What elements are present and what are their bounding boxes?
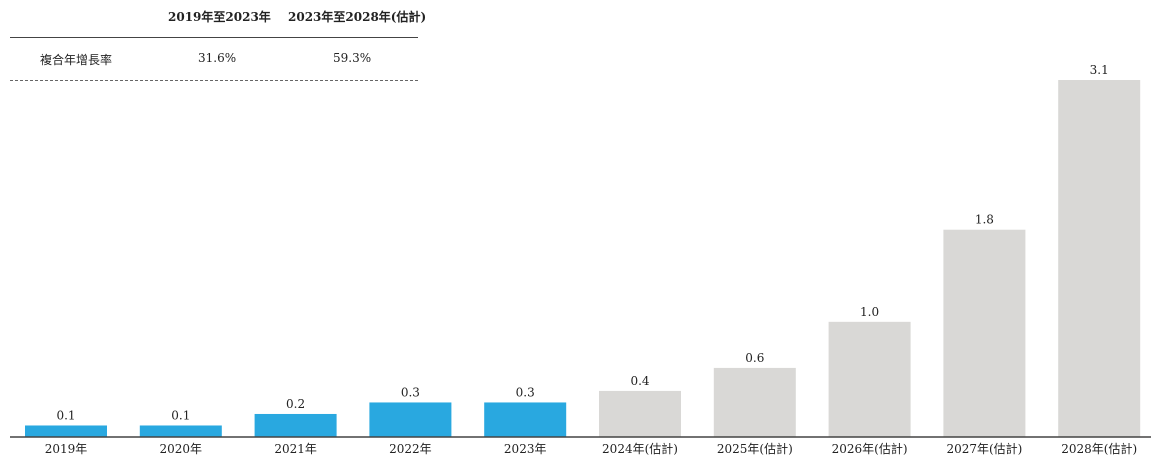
- data-label-1: 0.1: [171, 408, 190, 422]
- cagr-table: 2019年至2023年 2023年至2028年(估計) 複合年增長率 31.6%…: [10, 0, 426, 82]
- x-tick-label-1: 2020年: [160, 442, 203, 456]
- x-tick-label-3: 2022年: [389, 442, 432, 456]
- bar-5: [599, 390, 681, 437]
- bar-8: [943, 229, 1026, 437]
- data-label-9: 3.1: [1090, 63, 1109, 77]
- data-label-5: 0.4: [630, 374, 649, 388]
- x-tick-label-5: 2024年(估計): [602, 441, 678, 456]
- x-tick-label-0: 2019年: [45, 442, 88, 456]
- bar-0: [25, 425, 107, 437]
- cagr-header-2019-2023: 2019年至2023年: [168, 10, 271, 24]
- table-bottom-rule: [10, 80, 418, 81]
- cagr-row-label: 複合年增長率: [40, 53, 113, 67]
- data-label-3: 0.3: [401, 385, 420, 399]
- cagr-value-2023-2028: 59.3%: [333, 51, 372, 65]
- cagr-value-2019-2023: 31.6%: [198, 51, 237, 65]
- bar-6: [713, 367, 796, 437]
- data-label-6: 0.6: [745, 351, 764, 365]
- x-tick-label-4: 2023年: [504, 442, 547, 456]
- bar-4: [484, 402, 567, 437]
- data-label-2: 0.2: [286, 397, 305, 411]
- data-label-8: 1.8: [975, 213, 994, 227]
- data-label-0: 0.1: [56, 408, 75, 422]
- bar-3: [369, 402, 452, 437]
- bar-2: [254, 413, 337, 437]
- x-tick-label-2: 2021年: [274, 442, 317, 456]
- x-tick-label-6: 2025年(估計): [717, 441, 793, 456]
- x-tick-label-9: 2028年(估計): [1061, 441, 1137, 456]
- table-top-rule: [10, 37, 418, 38]
- x-tick-label-8: 2027年(估計): [946, 441, 1022, 456]
- data-label-4: 0.3: [516, 385, 535, 399]
- bar-1: [139, 425, 222, 437]
- bar-7: [828, 321, 911, 437]
- data-label-7: 1.0: [860, 305, 879, 319]
- cagr-header-2023-2028: 2023年至2028年(估計): [288, 10, 427, 24]
- bar-9: [1058, 80, 1141, 437]
- x-tick-label-7: 2026年(估計): [832, 441, 908, 456]
